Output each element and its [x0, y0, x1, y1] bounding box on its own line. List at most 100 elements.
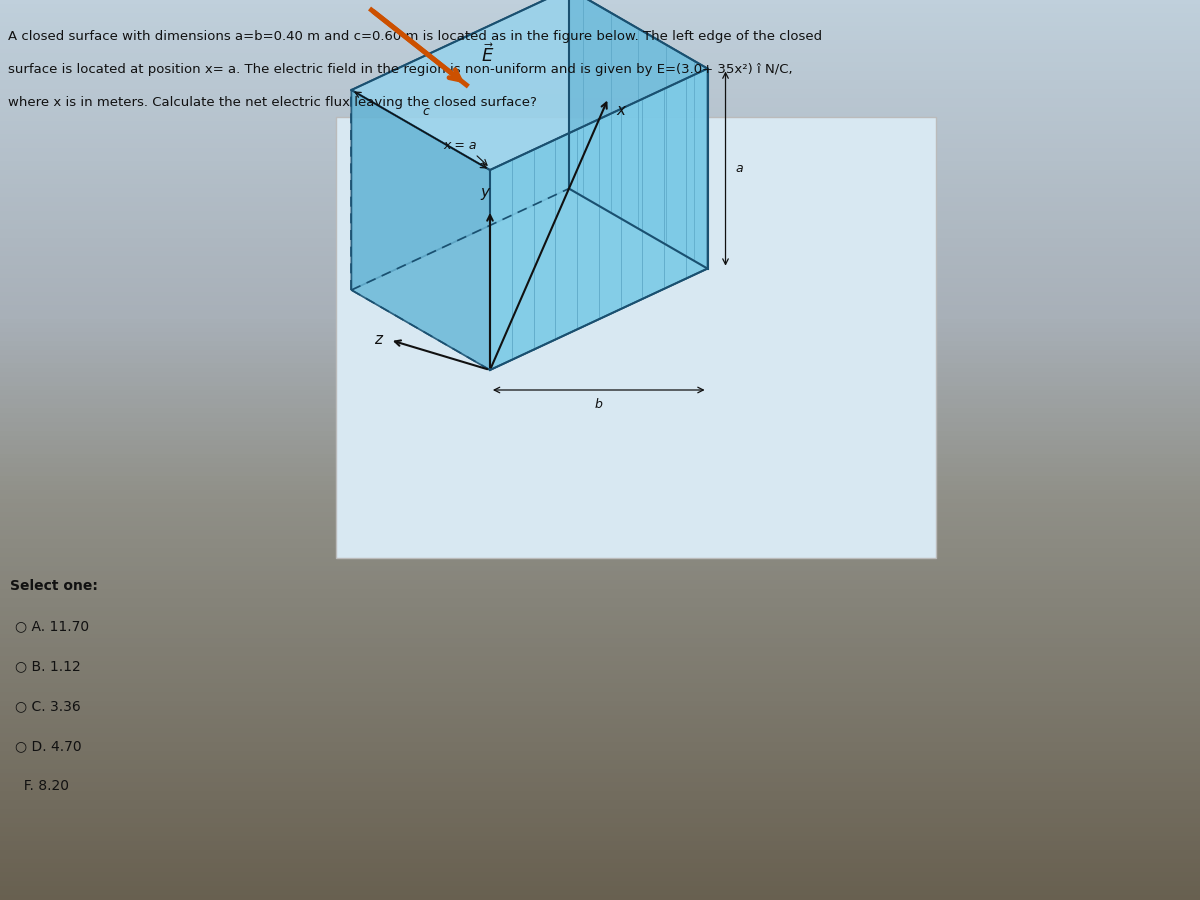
Bar	[0, 350, 1200, 356]
Bar	[0, 674, 1200, 680]
Polygon shape	[569, 0, 708, 268]
Bar	[0, 17, 1200, 22]
Bar	[0, 710, 1200, 716]
Polygon shape	[352, 90, 490, 370]
Bar	[0, 751, 1200, 756]
Bar	[0, 688, 1200, 693]
Bar	[0, 103, 1200, 108]
Bar	[0, 139, 1200, 144]
Bar	[0, 544, 1200, 549]
Bar	[0, 377, 1200, 382]
Bar	[0, 859, 1200, 864]
Bar	[0, 449, 1200, 454]
Bar	[0, 647, 1200, 652]
Bar	[0, 611, 1200, 616]
Bar	[0, 881, 1200, 886]
Bar	[0, 85, 1200, 90]
Bar	[0, 382, 1200, 387]
Bar	[0, 719, 1200, 724]
Bar	[0, 584, 1200, 590]
Bar	[0, 773, 1200, 778]
Bar	[0, 814, 1200, 819]
Text: surface is located at position x= a. The electric field in the region is non-uni: surface is located at position x= a. The…	[8, 63, 793, 76]
Bar	[0, 188, 1200, 194]
Bar	[0, 224, 1200, 230]
Bar	[0, 625, 1200, 630]
Bar	[0, 89, 1200, 94]
Bar	[0, 323, 1200, 328]
Bar	[0, 251, 1200, 256]
Bar	[0, 598, 1200, 603]
Bar	[0, 26, 1200, 32]
Bar	[0, 229, 1200, 234]
Bar	[0, 764, 1200, 770]
Bar	[0, 742, 1200, 747]
Bar	[0, 346, 1200, 351]
Bar	[0, 44, 1200, 50]
Bar	[0, 787, 1200, 792]
Bar	[0, 292, 1200, 297]
Bar	[0, 31, 1200, 36]
Bar	[0, 895, 1200, 900]
Bar	[0, 454, 1200, 459]
Bar	[0, 476, 1200, 482]
Bar	[0, 665, 1200, 670]
Bar	[0, 580, 1200, 585]
Bar	[0, 130, 1200, 135]
Bar	[0, 22, 1200, 27]
Bar	[0, 422, 1200, 427]
Bar	[0, 58, 1200, 63]
Bar	[0, 656, 1200, 662]
Bar	[0, 0, 1200, 4]
Bar	[0, 13, 1200, 18]
Polygon shape	[352, 0, 708, 170]
Bar	[0, 134, 1200, 140]
Bar	[0, 886, 1200, 891]
Bar	[0, 778, 1200, 783]
Text: a: a	[736, 162, 743, 176]
Bar	[0, 98, 1200, 104]
Bar	[0, 494, 1200, 500]
Bar	[0, 170, 1200, 176]
Bar	[0, 737, 1200, 742]
Bar	[0, 805, 1200, 810]
Bar	[0, 310, 1200, 315]
Bar	[0, 872, 1200, 878]
Bar	[0, 197, 1200, 202]
Bar	[0, 670, 1200, 675]
Bar	[0, 571, 1200, 576]
Bar	[0, 467, 1200, 472]
Text: where x is in meters. Calculate the net electric flux leaving the closed surface: where x is in meters. Calculate the net …	[8, 96, 536, 109]
Bar	[0, 337, 1200, 342]
Text: z: z	[374, 332, 382, 347]
Bar	[0, 458, 1200, 464]
Text: ○ A. 11.70: ○ A. 11.70	[14, 619, 89, 633]
Bar	[0, 827, 1200, 832]
Bar	[0, 265, 1200, 270]
Text: A closed surface with dimensions a=b=0.40 m and c=0.60 m is located as in the fi: A closed surface with dimensions a=b=0.4…	[8, 30, 822, 43]
Bar	[0, 620, 1200, 625]
Bar	[0, 769, 1200, 774]
Bar	[0, 413, 1200, 418]
Bar	[0, 548, 1200, 554]
Bar	[0, 418, 1200, 423]
Bar	[0, 116, 1200, 122]
Bar	[0, 854, 1200, 859]
Bar	[0, 553, 1200, 558]
Bar	[0, 364, 1200, 369]
Bar	[0, 409, 1200, 414]
Bar	[0, 472, 1200, 477]
Bar	[0, 503, 1200, 508]
Bar	[0, 143, 1200, 148]
Bar	[0, 557, 1200, 562]
Bar	[0, 53, 1200, 58]
Text: b: b	[595, 398, 602, 411]
Bar	[0, 755, 1200, 760]
Bar	[0, 616, 1200, 621]
Polygon shape	[352, 0, 569, 290]
Bar	[0, 706, 1200, 711]
Text: F. 8.20: F. 8.20	[14, 779, 70, 793]
Bar	[0, 535, 1200, 540]
Bar	[0, 850, 1200, 855]
Bar	[0, 427, 1200, 432]
